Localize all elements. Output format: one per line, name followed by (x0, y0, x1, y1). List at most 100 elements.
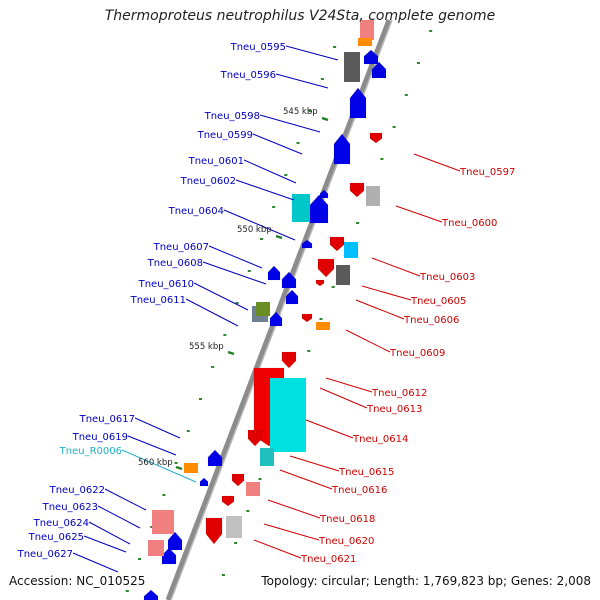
label-leader-line (285, 45, 339, 61)
forward-gene-label: Tneu_0601 (188, 156, 244, 167)
label-leader-line (267, 499, 321, 519)
forward-gene-label: Tneu_0622 (49, 485, 105, 496)
reverse-gene-glyph (281, 351, 297, 369)
tick-dot (211, 366, 215, 368)
gene-features (143, 20, 387, 600)
tick-dot (150, 526, 154, 528)
kbp-label: 545 kbp (283, 107, 318, 117)
reverse-gene-label: Tneu_0612 (371, 388, 427, 399)
label-leader-line (355, 299, 405, 320)
forward-gene-label: Tneu_0607 (153, 242, 209, 253)
label-leader-line (88, 521, 131, 545)
forward-gene-glyph (161, 547, 177, 565)
tick-dot (320, 78, 324, 80)
reverse-gene-label: Tneu_0616 (331, 485, 387, 496)
tick-dot (307, 350, 311, 352)
reverse-gene-label: Tneu_0618 (319, 514, 375, 525)
tick-dot (272, 206, 276, 208)
tick-dot (356, 222, 360, 224)
tick-dot (333, 46, 337, 48)
label-leader-line (413, 153, 461, 172)
forward-gene-glyph (363, 49, 379, 65)
label-leader-line (83, 535, 127, 553)
label-leader-line (134, 417, 181, 439)
forward-gene-glyph (207, 449, 223, 467)
label-leader-line (275, 73, 329, 89)
label-leader-line (345, 329, 391, 353)
tick-dot (235, 302, 239, 304)
gene-box-glyph (270, 378, 306, 452)
label-leader-line (72, 552, 119, 573)
gene-box-glyph (316, 322, 330, 330)
gene-box-glyph (246, 482, 260, 496)
tick-dot (246, 510, 250, 512)
tick-dot (162, 494, 166, 496)
kbp-tick (175, 465, 183, 471)
label-leader-line (325, 377, 373, 393)
tick-dot (284, 174, 288, 176)
kbp-tick (227, 350, 235, 356)
forward-gene-glyph (167, 531, 183, 551)
tick-dot (308, 110, 312, 112)
label-leader-line (223, 209, 296, 241)
forward-gene-glyph (319, 189, 329, 199)
label-leader-line (279, 469, 333, 490)
forward-gene-label: Tneu_0599 (197, 130, 253, 141)
reverse-gene-glyph (369, 132, 383, 144)
reverse-gene-label: Tneu_0603 (419, 272, 475, 283)
label-leader-line (259, 114, 321, 133)
accession-text: Accession: NC_010525 (9, 574, 146, 588)
tick-dot (259, 238, 263, 240)
tick-dot (380, 158, 384, 160)
label-leader-line (121, 449, 197, 483)
label-leader-line (371, 257, 421, 277)
tick-dot (125, 590, 129, 592)
label-leader-line (395, 205, 443, 223)
forward-gene-label: Tneu_0627 (17, 549, 73, 560)
kbp-tick (321, 116, 329, 122)
tick-dot (186, 430, 190, 432)
forward-gene-glyph (333, 133, 351, 165)
label-leader-lines (72, 45, 461, 573)
label-leader-line (289, 455, 340, 472)
label-leader-line (305, 419, 354, 439)
label-leader-line (252, 133, 303, 155)
reverse-gene-glyph (349, 182, 365, 198)
gene-box-glyph (336, 265, 350, 285)
reverse-gene-label: Tneu_0620 (318, 536, 374, 547)
forward-gene-glyph (269, 311, 283, 327)
label-leader-line (202, 261, 267, 285)
tick-dot (247, 270, 251, 272)
tick-dot (416, 62, 420, 64)
gene-box-glyph (256, 302, 270, 316)
forward-gene-glyph (371, 61, 387, 79)
rna-gene-label: Tneu_R0006 (59, 446, 122, 457)
tick-dot (223, 334, 227, 336)
gene-box-glyph (366, 186, 380, 206)
tick-dot (174, 462, 178, 464)
label-leader-line (127, 435, 177, 456)
forward-gene-label: Tneu_0619 (72, 432, 128, 443)
tick-dot (331, 286, 335, 288)
forward-gene-glyph (285, 289, 299, 305)
gene-box-glyph (344, 52, 360, 82)
forward-gene-label: Tneu_0596 (220, 70, 276, 81)
reverse-gene-glyph (247, 429, 263, 447)
reverse-gene-glyph (301, 313, 313, 323)
forward-gene-label: Tneu_0625 (28, 532, 84, 543)
forward-gene-label: Tneu_0610 (138, 279, 194, 290)
reverse-gene-glyph (205, 517, 223, 545)
forward-gene-label: Tneu_0611 (130, 295, 186, 306)
label-leader-line (185, 298, 239, 327)
label-leader-line (208, 245, 263, 269)
label-leader-line (193, 282, 249, 311)
tick-dot (429, 30, 433, 32)
reverse-gene-label: Tneu_0613 (366, 404, 422, 415)
label-leader-line (319, 387, 368, 409)
tick-dot (198, 398, 202, 400)
label-leader-line (253, 539, 302, 559)
topology-text: Topology: circular; Length: 1,769,823 bp… (261, 574, 591, 588)
reverse-gene-label: Tneu_0600 (441, 218, 497, 229)
